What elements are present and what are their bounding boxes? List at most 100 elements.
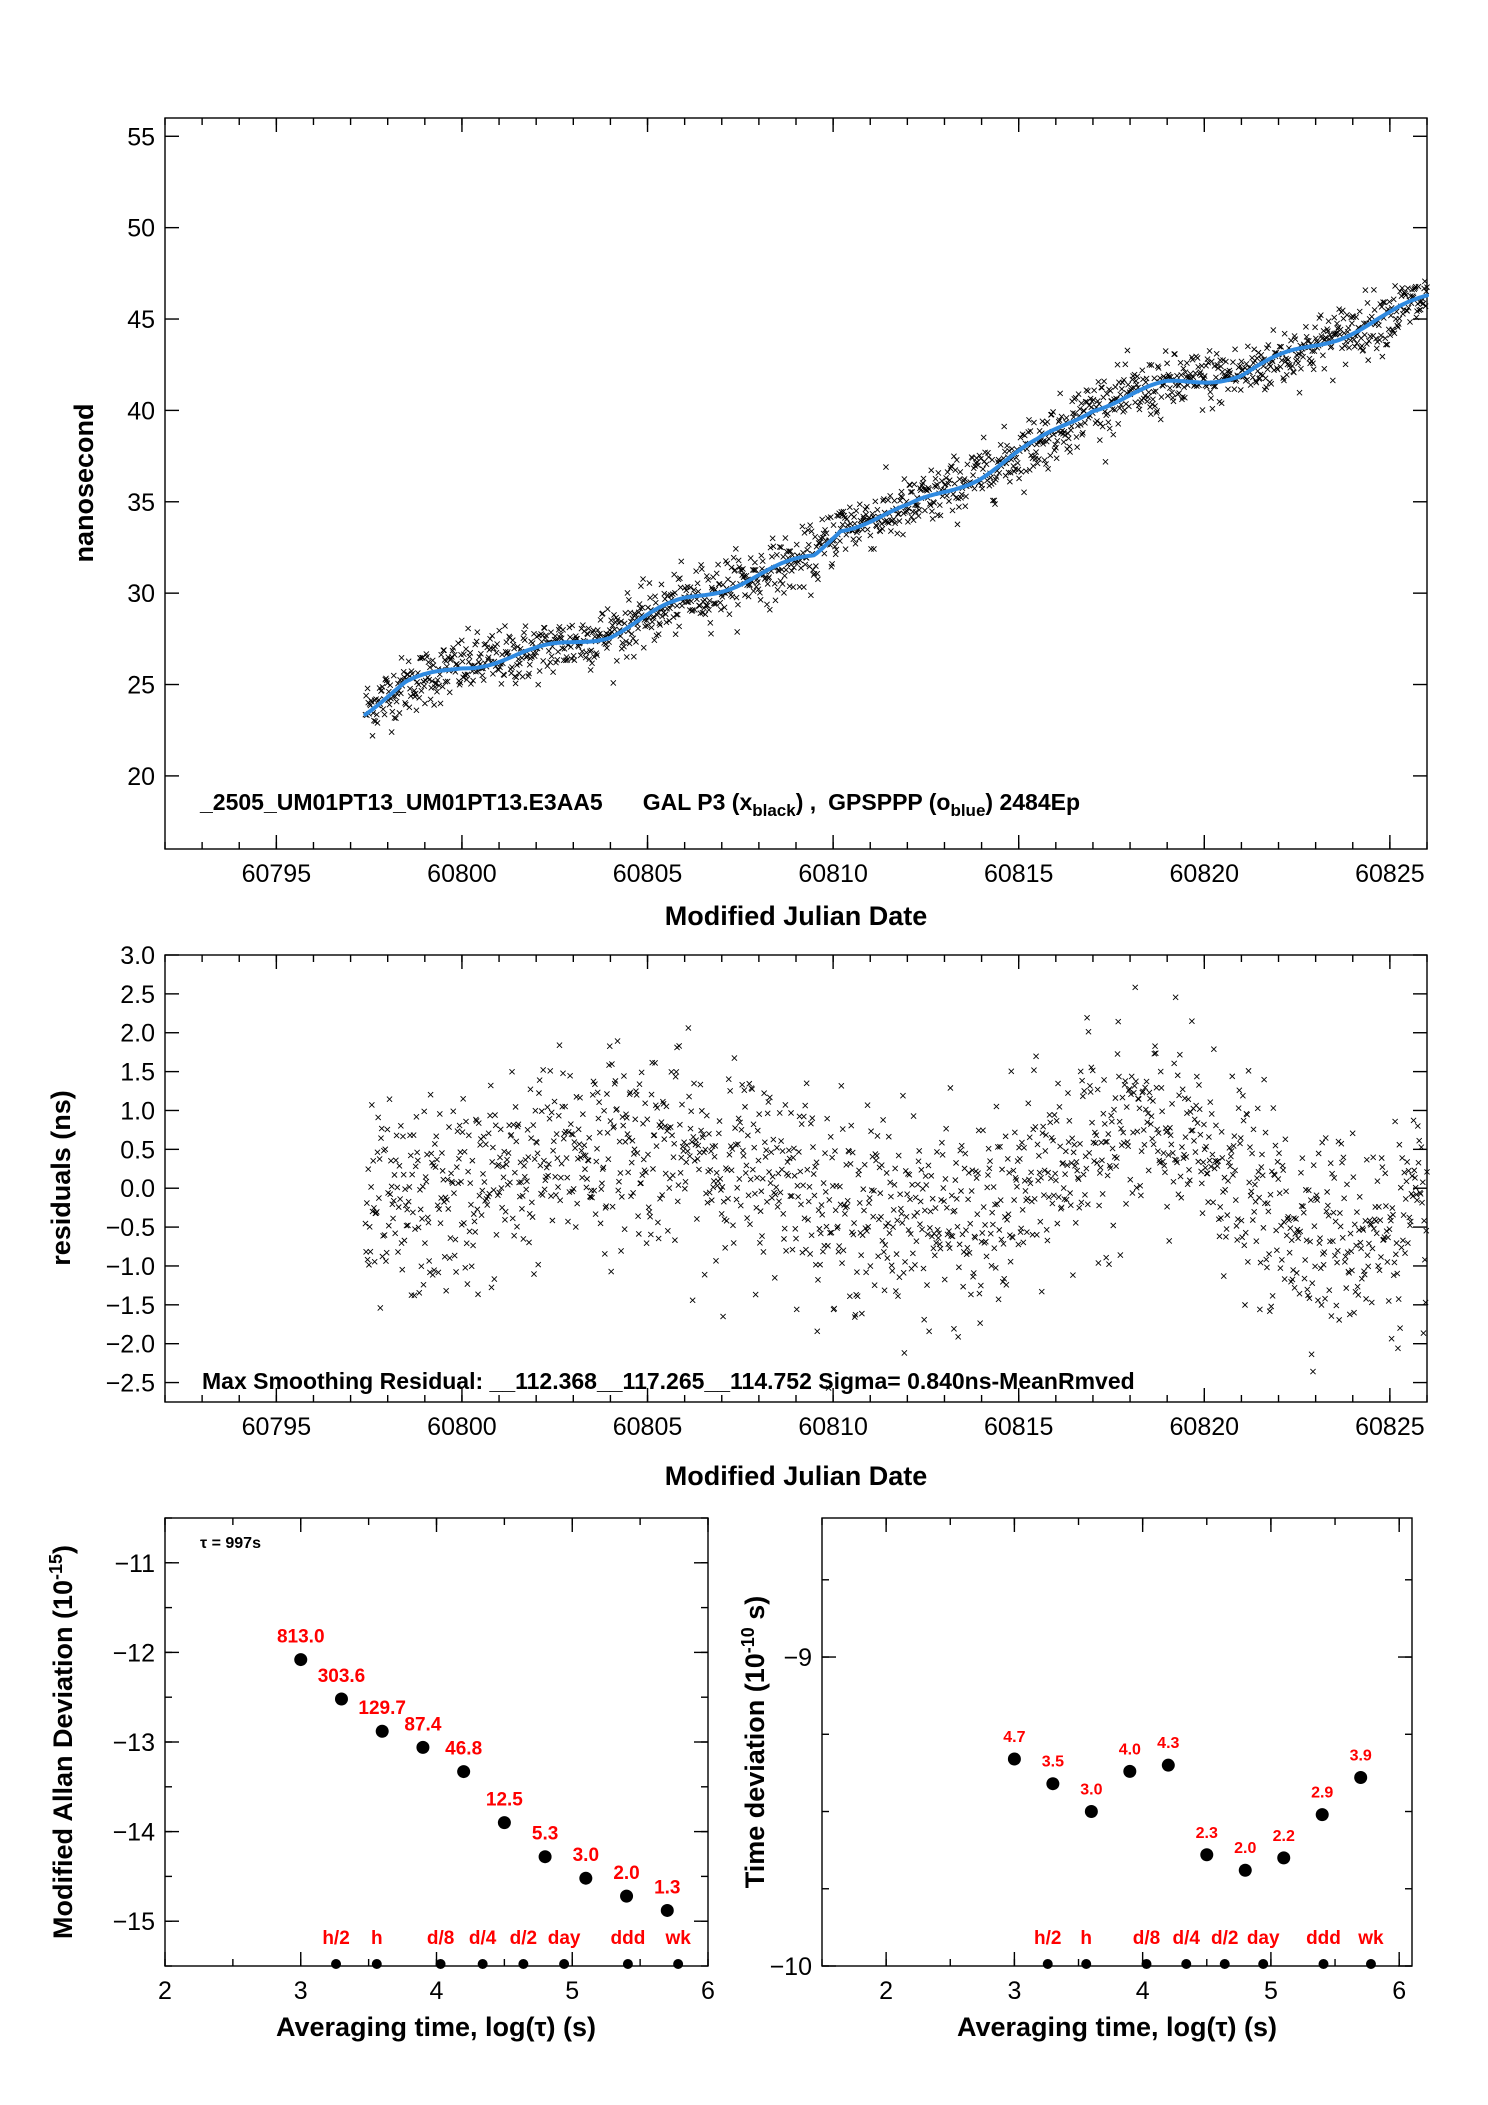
- residual-point: [1182, 1134, 1189, 1141]
- phase-point: [626, 640, 633, 647]
- residual-point: [1220, 1273, 1227, 1279]
- tdev-interval-label: d/2: [1211, 1928, 1238, 1949]
- residual-point: [1109, 1145, 1116, 1152]
- phase-point: [1117, 391, 1124, 398]
- mdev-interval-label: d/4: [469, 1928, 497, 1949]
- residual-point: [861, 1161, 868, 1168]
- residual-point: [1222, 1186, 1229, 1193]
- residual-point: [972, 1234, 979, 1241]
- residual-point: [422, 1240, 428, 1247]
- tdev-point-label: 3.9: [1350, 1748, 1372, 1765]
- phase-point: [909, 488, 916, 495]
- phase-point: [1043, 438, 1050, 445]
- residual-point: [375, 1114, 382, 1121]
- residual-point: [1355, 1292, 1362, 1298]
- phase-point: [1001, 423, 1008, 430]
- residual-point: [1205, 1199, 1212, 1205]
- phase-point: [1281, 330, 1288, 337]
- residual-point: [531, 1271, 537, 1277]
- phase-point: [1006, 447, 1013, 454]
- residual-point: [1297, 1228, 1304, 1235]
- residual-point: [607, 1118, 614, 1124]
- residual-point: [1330, 1209, 1337, 1216]
- phase-point: [1050, 431, 1057, 438]
- residual-point: [1150, 1141, 1157, 1148]
- phase-point: [1150, 388, 1157, 395]
- residual-point: [784, 1158, 791, 1165]
- phase-point: [651, 637, 658, 644]
- phase-point: [1078, 400, 1085, 407]
- phase-point: [732, 545, 739, 552]
- residual-point: [461, 1148, 468, 1155]
- phase-point: [460, 651, 467, 658]
- phase-point: [1213, 350, 1220, 357]
- residual-point: [688, 1139, 695, 1145]
- residual-point: [1251, 1208, 1258, 1215]
- residual-point: [1423, 1227, 1430, 1234]
- residual-point: [1375, 1262, 1382, 1269]
- residual-point: [947, 1085, 954, 1091]
- phase-point: [1204, 356, 1211, 363]
- residual-point: [676, 1043, 683, 1049]
- phase-point: [719, 593, 726, 600]
- residual-point: [1291, 1284, 1298, 1291]
- phase-point: [766, 574, 773, 581]
- residual-point: [648, 1091, 655, 1098]
- phase-point: [430, 662, 437, 669]
- phase-point: [476, 653, 483, 660]
- residual-point: [616, 1178, 622, 1185]
- residual-point: [888, 1262, 895, 1269]
- phase-point: [1131, 371, 1138, 378]
- phase-point: [380, 706, 387, 713]
- residual-point: [524, 1126, 531, 1133]
- phase-point: [1009, 445, 1015, 452]
- residual-point: [953, 1195, 960, 1202]
- residual-point: [730, 1240, 737, 1246]
- residual-point: [1036, 1169, 1043, 1176]
- residual-point: [786, 1155, 793, 1162]
- phase-point: [497, 664, 503, 671]
- residual-point: [402, 1186, 409, 1193]
- residual-point: [1062, 1171, 1069, 1178]
- residuals-x-tick-label: 60795: [242, 1413, 312, 1441]
- phase-point: [1422, 303, 1429, 310]
- tdev-interval-marker: [1258, 1959, 1269, 1969]
- residual-point: [469, 1157, 476, 1164]
- residual-point: [1218, 1215, 1224, 1221]
- phase-point: [371, 717, 377, 724]
- residual-point: [1324, 1202, 1331, 1209]
- residual-point: [1298, 1169, 1304, 1176]
- phase-point: [1150, 396, 1156, 403]
- residual-point: [599, 1180, 605, 1187]
- phase-point: [499, 651, 506, 658]
- phase-point: [1145, 389, 1152, 396]
- residual-point: [1103, 1138, 1110, 1145]
- phase-point: [533, 649, 540, 656]
- phase-point: [890, 516, 897, 523]
- residual-point: [1378, 1254, 1384, 1260]
- residual-point: [1214, 1163, 1221, 1169]
- residual-point: [1336, 1210, 1343, 1216]
- residual-point: [489, 1158, 496, 1165]
- residual-point: [570, 1186, 577, 1192]
- residual-point: [1135, 1096, 1142, 1102]
- residual-point: [980, 1204, 987, 1210]
- residual-point: [640, 1120, 646, 1127]
- residual-point: [973, 1175, 980, 1181]
- residual-point: [926, 1224, 933, 1231]
- residual-point: [612, 1078, 619, 1084]
- phase-point: [802, 561, 809, 568]
- phase-point: [1310, 366, 1317, 373]
- residual-point: [742, 1103, 748, 1110]
- residual-point: [451, 1190, 457, 1197]
- residual-point: [759, 1233, 765, 1239]
- residual-point: [975, 1127, 982, 1134]
- phase-point: [781, 589, 787, 596]
- residual-point: [588, 1187, 595, 1194]
- residual-point: [671, 1237, 678, 1244]
- residual-point: [723, 1217, 730, 1224]
- residual-point: [745, 1192, 752, 1199]
- residual-point: [1370, 1154, 1377, 1161]
- residual-point: [746, 1080, 753, 1087]
- residual-point: [773, 1144, 780, 1151]
